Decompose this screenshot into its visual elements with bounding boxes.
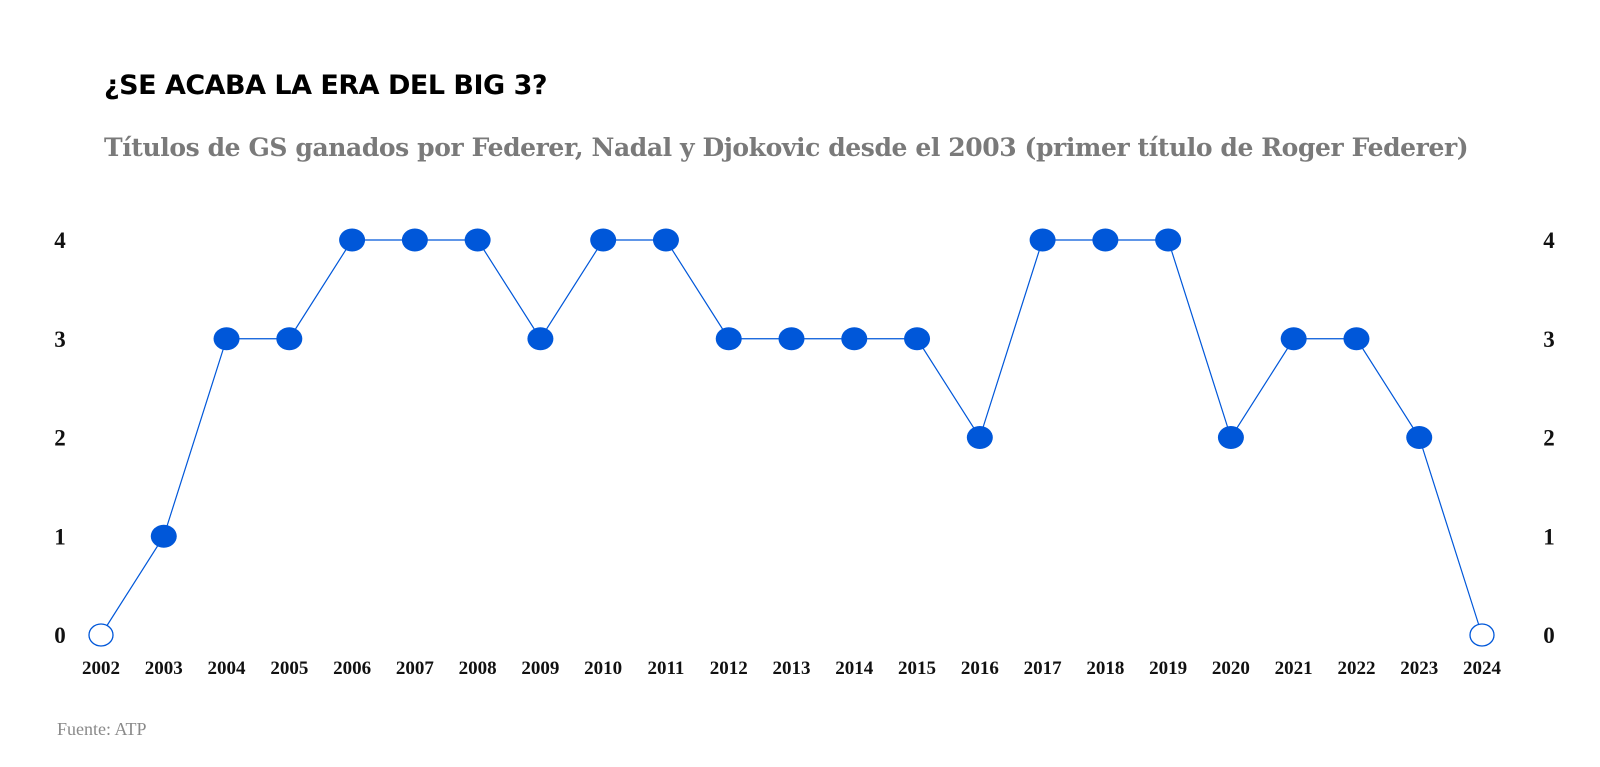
y-tick-label-right: 2 [1543, 426, 1555, 451]
series-line [100, 239, 1483, 636]
data-point [841, 327, 868, 351]
chart-subtitle: Títulos de GS ganados por Federer, Nadal… [104, 133, 1469, 162]
x-tick-label: 2007 [396, 658, 435, 679]
data-point [1029, 228, 1056, 252]
y-tick-label-right: 3 [1543, 327, 1555, 352]
data-point [715, 327, 742, 351]
x-tick-label: 2006 [333, 658, 371, 679]
data-point [1406, 426, 1433, 449]
x-tick-label: 2022 [1337, 658, 1375, 679]
chart-title: ¿SE ACABA LA ERA DEL BIG 3? [104, 70, 548, 101]
x-tick-label: 2013 [773, 658, 811, 679]
x-tick-label: 2020 [1212, 658, 1250, 679]
y-tick-label-left: 3 [54, 327, 66, 352]
data-point [464, 228, 491, 252]
data-point [590, 228, 617, 252]
y-tick-label-left: 1 [54, 524, 66, 549]
data-point [339, 228, 366, 252]
data-point [1280, 327, 1307, 351]
data-point [1092, 228, 1119, 252]
data-point [213, 327, 240, 351]
data-point [150, 524, 177, 548]
x-tick-label: 2014 [835, 658, 874, 679]
x-tick-label: 2023 [1400, 658, 1438, 679]
x-tick-label: 2002 [82, 658, 120, 679]
x-tick-label: 2010 [584, 658, 622, 679]
y-tick-label-right: 0 [1543, 623, 1555, 648]
x-tick-label: 2005 [270, 658, 308, 679]
x-tick-label: 2019 [1149, 658, 1187, 679]
y-tick-label-right: 1 [1543, 524, 1555, 549]
x-tick-label: 2016 [961, 658, 999, 679]
data-point [527, 327, 554, 351]
x-tick-label: 2021 [1275, 658, 1313, 679]
x-tick-label: 2011 [647, 658, 684, 679]
data-point [904, 327, 931, 351]
x-tick-label: 2024 [1463, 658, 1502, 679]
data-point [778, 327, 805, 351]
y-tick-label-left: 2 [54, 426, 66, 451]
x-tick-label: 2017 [1024, 658, 1063, 679]
y-tick-label-left: 0 [54, 623, 66, 648]
y-tick-label-right: 4 [1543, 228, 1555, 253]
data-point [276, 327, 303, 351]
x-tick-label: 2009 [521, 658, 559, 679]
x-tick-label: 2015 [898, 658, 936, 679]
x-tick-label: 2003 [145, 658, 183, 679]
x-tick-label: 2012 [710, 658, 748, 679]
x-tick-label: 2008 [459, 658, 497, 679]
data-point [1469, 623, 1495, 647]
x-tick-label: 2004 [208, 658, 247, 679]
data-point [1155, 228, 1182, 252]
data-point [652, 228, 679, 252]
y-tick-label-left: 4 [54, 228, 66, 253]
x-tick-label: 2018 [1086, 658, 1124, 679]
data-point [88, 623, 114, 647]
source-note: Fuente: ATP [57, 719, 147, 739]
data-point [401, 228, 428, 252]
data-point [1343, 327, 1370, 351]
data-point [966, 426, 993, 449]
data-point [1217, 426, 1244, 449]
